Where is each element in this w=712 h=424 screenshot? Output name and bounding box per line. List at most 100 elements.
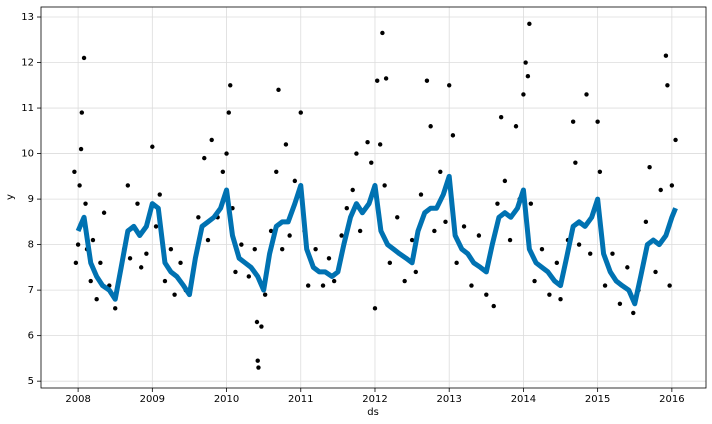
observed-point — [595, 119, 600, 124]
y-tick-label: 5 — [28, 376, 34, 387]
observed-point — [150, 144, 155, 149]
observed-point — [81, 55, 87, 61]
observed-point — [72, 169, 77, 174]
observed-point — [101, 210, 107, 215]
observed-point — [313, 246, 318, 252]
observed-point — [125, 183, 131, 188]
observed-point — [588, 251, 593, 256]
observed-point — [387, 260, 393, 266]
observed-point — [205, 237, 211, 243]
observed-point — [77, 183, 82, 188]
observed-point — [380, 30, 385, 36]
observed-point — [178, 260, 183, 266]
observed-point — [196, 215, 201, 220]
observed-point — [527, 21, 532, 27]
observed-point — [268, 228, 274, 234]
observed-point — [667, 283, 672, 288]
observed-point — [617, 301, 623, 306]
observed-point — [357, 228, 363, 234]
observed-point — [428, 124, 433, 129]
observed-point — [643, 219, 649, 225]
observed-point — [254, 319, 260, 325]
observed-point — [570, 119, 576, 124]
observed-point — [292, 178, 298, 184]
observed-point — [283, 142, 289, 147]
observed-point — [233, 269, 238, 275]
observed-point — [79, 110, 85, 115]
observed-point — [476, 233, 482, 238]
x-tick-label: 2013 — [436, 394, 461, 405]
observed-point — [98, 260, 103, 266]
observed-point — [502, 178, 508, 184]
observed-point — [573, 160, 578, 165]
observed-point — [372, 306, 378, 311]
observed-point — [157, 192, 162, 197]
observed-point — [280, 246, 285, 252]
observed-point — [395, 215, 400, 220]
observed-point — [375, 78, 380, 83]
y-tick-label: 6 — [28, 331, 34, 342]
observed-point — [162, 278, 168, 284]
observed-point — [90, 237, 96, 243]
observed-point — [274, 169, 279, 174]
observed-point — [539, 246, 545, 252]
observed-point — [653, 269, 658, 275]
observed-point — [602, 283, 608, 288]
x-tick-label: 2010 — [214, 394, 239, 405]
plot-frame — [40, 6, 707, 389]
observed-point — [513, 124, 519, 129]
observed-point — [576, 242, 582, 247]
observed-point — [224, 151, 229, 156]
observed-point — [382, 183, 387, 188]
observed-point — [413, 269, 419, 275]
observed-point — [202, 155, 207, 161]
observed-point — [491, 303, 496, 309]
observed-point — [262, 292, 268, 297]
x-axis-label: ds — [367, 407, 379, 418]
observed-point — [135, 201, 140, 206]
observed-point — [663, 53, 669, 58]
observed-point — [305, 283, 311, 288]
observed-point — [298, 110, 303, 115]
observed-point — [443, 219, 448, 225]
observed-point — [350, 187, 355, 193]
observed-point — [354, 151, 359, 156]
observed-point — [402, 278, 407, 284]
observed-point — [584, 92, 589, 97]
observed-point — [625, 265, 630, 270]
observed-point — [326, 256, 332, 261]
y-tick-label: 13 — [21, 12, 34, 23]
y-tick-label: 12 — [21, 58, 34, 69]
observed-point — [418, 192, 424, 197]
observed-point — [658, 187, 663, 193]
observed-point — [320, 283, 326, 288]
observed-point — [172, 292, 177, 297]
observed-point — [369, 160, 374, 165]
observed-point — [525, 73, 531, 79]
observed-point — [532, 278, 537, 284]
observed-point — [138, 265, 144, 270]
forecast-line — [75, 173, 678, 307]
observed-point — [83, 201, 88, 206]
observed-point — [153, 224, 159, 229]
observed-point — [209, 137, 214, 143]
observed-point — [383, 76, 389, 81]
observed-point — [220, 169, 226, 174]
observed-point — [647, 165, 652, 170]
y-tick-label: 8 — [28, 240, 34, 251]
observed-point — [228, 83, 233, 88]
observed-point — [339, 233, 344, 238]
x-tick-label: 2016 — [659, 394, 684, 405]
observed-point — [259, 324, 264, 329]
x-tick-label: 2011 — [288, 394, 313, 405]
observed-point — [331, 278, 337, 284]
observed-point — [631, 310, 636, 316]
observed-point — [521, 92, 526, 97]
observed-point — [276, 87, 281, 93]
observed-point — [523, 60, 528, 65]
x-tick-label: 2015 — [585, 394, 610, 405]
observed-point — [239, 242, 244, 247]
observed-point — [256, 365, 261, 370]
y-axis-label: y — [5, 194, 16, 200]
